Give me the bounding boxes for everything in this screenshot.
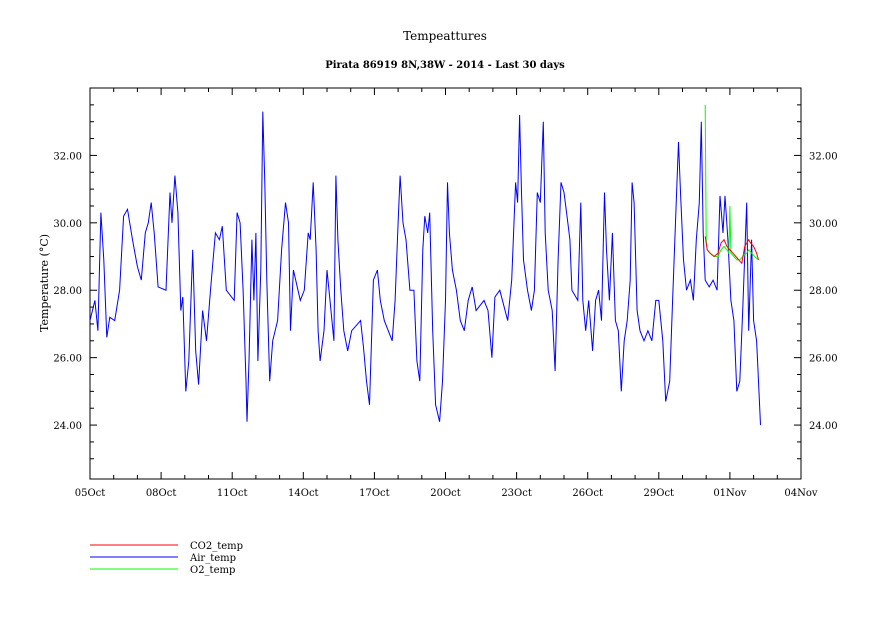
legend-label: Air_temp: [189, 553, 236, 564]
y-tick-label: 24.00: [53, 421, 82, 432]
chart-title: Tempeattures: [403, 29, 487, 43]
y-tick-label: 26.00: [53, 354, 82, 365]
x-tick-label: 11Oct: [217, 488, 248, 499]
y-tick-label-right: 32.00: [809, 151, 838, 162]
x-tick-label: 14Oct: [288, 488, 319, 499]
y-tick-label-right: 28.00: [809, 286, 838, 297]
series-group: [89, 104, 761, 426]
x-tick-label: 08Oct: [146, 488, 177, 499]
x-tick-label: 05Oct: [75, 488, 106, 499]
x-tick-label: 26Oct: [572, 488, 603, 499]
x-tick-label: 29Oct: [644, 488, 675, 499]
x-tick-label: 17Oct: [359, 488, 390, 499]
y-tick-label-right: 26.00: [809, 354, 838, 365]
y-tick-label: 28.00: [53, 286, 82, 297]
chart-subtitle: Pirata 86919 8N,38W - 2014 - Last 30 day…: [325, 60, 565, 71]
x-tick-label: 04Nov: [784, 488, 817, 499]
series-line-co2-temp: [704, 236, 759, 265]
y-axis-label: Temperature (°C): [38, 234, 51, 332]
x-tick-label: 23Oct: [501, 488, 532, 499]
legend-label: O2_temp: [190, 565, 235, 576]
y-tick-label-right: 24.00: [809, 421, 838, 432]
series-line-o2-temp: [704, 104, 759, 261]
x-tick-label: 20Oct: [430, 488, 461, 499]
series-line-air-temp: [89, 111, 761, 426]
y-tick-label: 32.00: [53, 151, 82, 162]
x-tick-label: 01Nov: [713, 488, 746, 499]
y-tick-label-right: 30.00: [809, 219, 838, 230]
axes: 05Oct 08Oct 11Oct 14Oct 17Oct 20Oct 23Oct 26Oct…: [53, 87, 838, 499]
legend-label: CO2_temp: [190, 541, 243, 552]
y-tick-label: 30.00: [53, 219, 82, 230]
